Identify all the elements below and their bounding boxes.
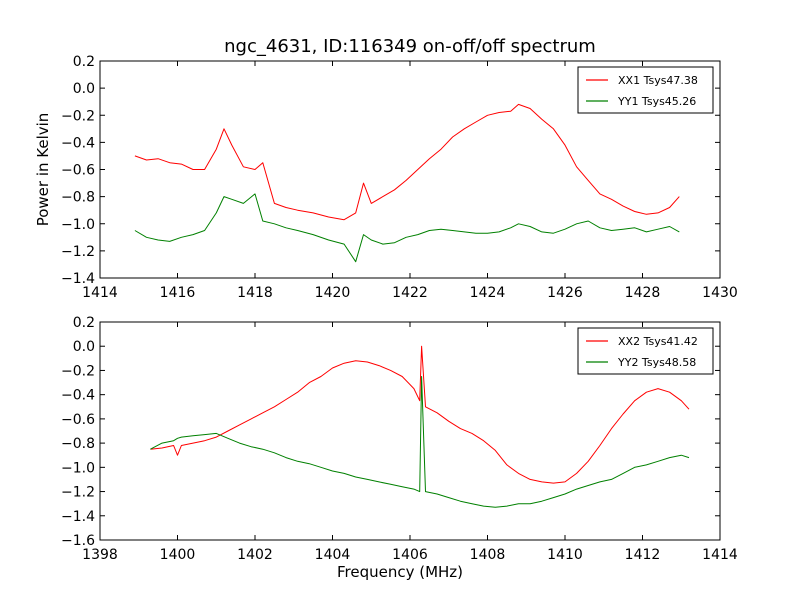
legend-box bbox=[577, 327, 714, 375]
x-axis-label: Frequency (MHz) bbox=[337, 563, 463, 581]
bottom-spectrum-panel: 1398 1400 1402 1404 1406 1408 1410 1412 1414 0.2 0… bbox=[61, 315, 738, 581]
legend-label-xx1-tsys47-38: XX1 Tsys47.38 bbox=[618, 74, 698, 87]
series-line-yy2-tsys48-58 bbox=[150, 376, 690, 508]
x-tick-label: 1422 bbox=[392, 285, 428, 301]
y-tick-label: −1.6 bbox=[61, 533, 95, 549]
x-tick-label: 1406 bbox=[392, 547, 428, 563]
x-tick-label: 1412 bbox=[625, 547, 661, 563]
y-tick-label: −0.8 bbox=[61, 436, 95, 452]
x-tick-label: 1416 bbox=[160, 285, 196, 301]
y-tick-label: −0.8 bbox=[61, 190, 95, 206]
y-tick-label: −0.4 bbox=[61, 388, 95, 404]
legend-label-xx2-tsys41-42: XX2 Tsys41.42 bbox=[618, 335, 698, 348]
x-tick-label: 1410 bbox=[547, 547, 583, 563]
y-tick-label: −1.0 bbox=[61, 460, 95, 476]
y-tick-label: −0.4 bbox=[61, 135, 95, 151]
series-line-xx2-tsys41-42 bbox=[150, 345, 690, 484]
x-tick-label: 1402 bbox=[237, 547, 273, 563]
y-tick-label: −0.2 bbox=[61, 108, 95, 124]
y-axis-label: Power in Kelvin bbox=[34, 113, 52, 227]
top-spectrum-panel: 1414 1416 1418 1420 1422 1424 1426 1428 1430 0.2 0… bbox=[34, 54, 738, 301]
x-tick-label: 1418 bbox=[237, 285, 273, 301]
x-tick-label: 1428 bbox=[625, 285, 661, 301]
y-tick-label: 0.2 bbox=[73, 54, 95, 70]
y-tick-label: 0.0 bbox=[73, 339, 95, 355]
legend: XX1 Tsys47.38 YY1 Tsys45.26 bbox=[577, 66, 714, 114]
y-tick-label: 0.2 bbox=[73, 315, 95, 331]
legend-label-yy2-tsys48-58: YY2 Tsys48.58 bbox=[617, 356, 696, 369]
x-tick-label: 1400 bbox=[160, 547, 196, 563]
x-tick-label: 1424 bbox=[470, 285, 506, 301]
series-line-xx1-tsys47-38 bbox=[134, 103, 680, 221]
x-tick-label: 1430 bbox=[702, 285, 738, 301]
y-tick-label: −0.2 bbox=[61, 363, 95, 379]
chart-title: ngc_4631, ID:116349 on-off/off spectrum bbox=[224, 36, 596, 57]
x-tick-label: 1420 bbox=[315, 285, 351, 301]
x-tick-label: 1414 bbox=[702, 547, 738, 563]
legend: XX2 Tsys41.42 YY2 Tsys48.58 bbox=[577, 327, 714, 375]
x-tick-label: 1408 bbox=[470, 547, 506, 563]
legend-box bbox=[577, 66, 714, 114]
x-tick-label: 1414 bbox=[82, 285, 118, 301]
y-tick-label: −0.6 bbox=[61, 412, 95, 428]
x-tick-label: 1398 bbox=[82, 547, 118, 563]
y-tick-label: −0.6 bbox=[61, 163, 95, 179]
legend-label-yy1-tsys45-26: YY1 Tsys45.26 bbox=[617, 95, 696, 108]
y-tick-label: −1.4 bbox=[61, 509, 95, 525]
y-tick-label: −1.2 bbox=[61, 485, 95, 501]
series-line-yy1-tsys45-26 bbox=[134, 193, 680, 263]
y-tick-label: −1.4 bbox=[61, 271, 95, 287]
y-tick-label: 0.0 bbox=[73, 81, 95, 97]
y-tick-label: −1.2 bbox=[61, 244, 95, 260]
y-tick-label: −1.0 bbox=[61, 217, 95, 233]
x-tick-label: 1404 bbox=[315, 547, 351, 563]
x-tick-label: 1426 bbox=[547, 285, 583, 301]
